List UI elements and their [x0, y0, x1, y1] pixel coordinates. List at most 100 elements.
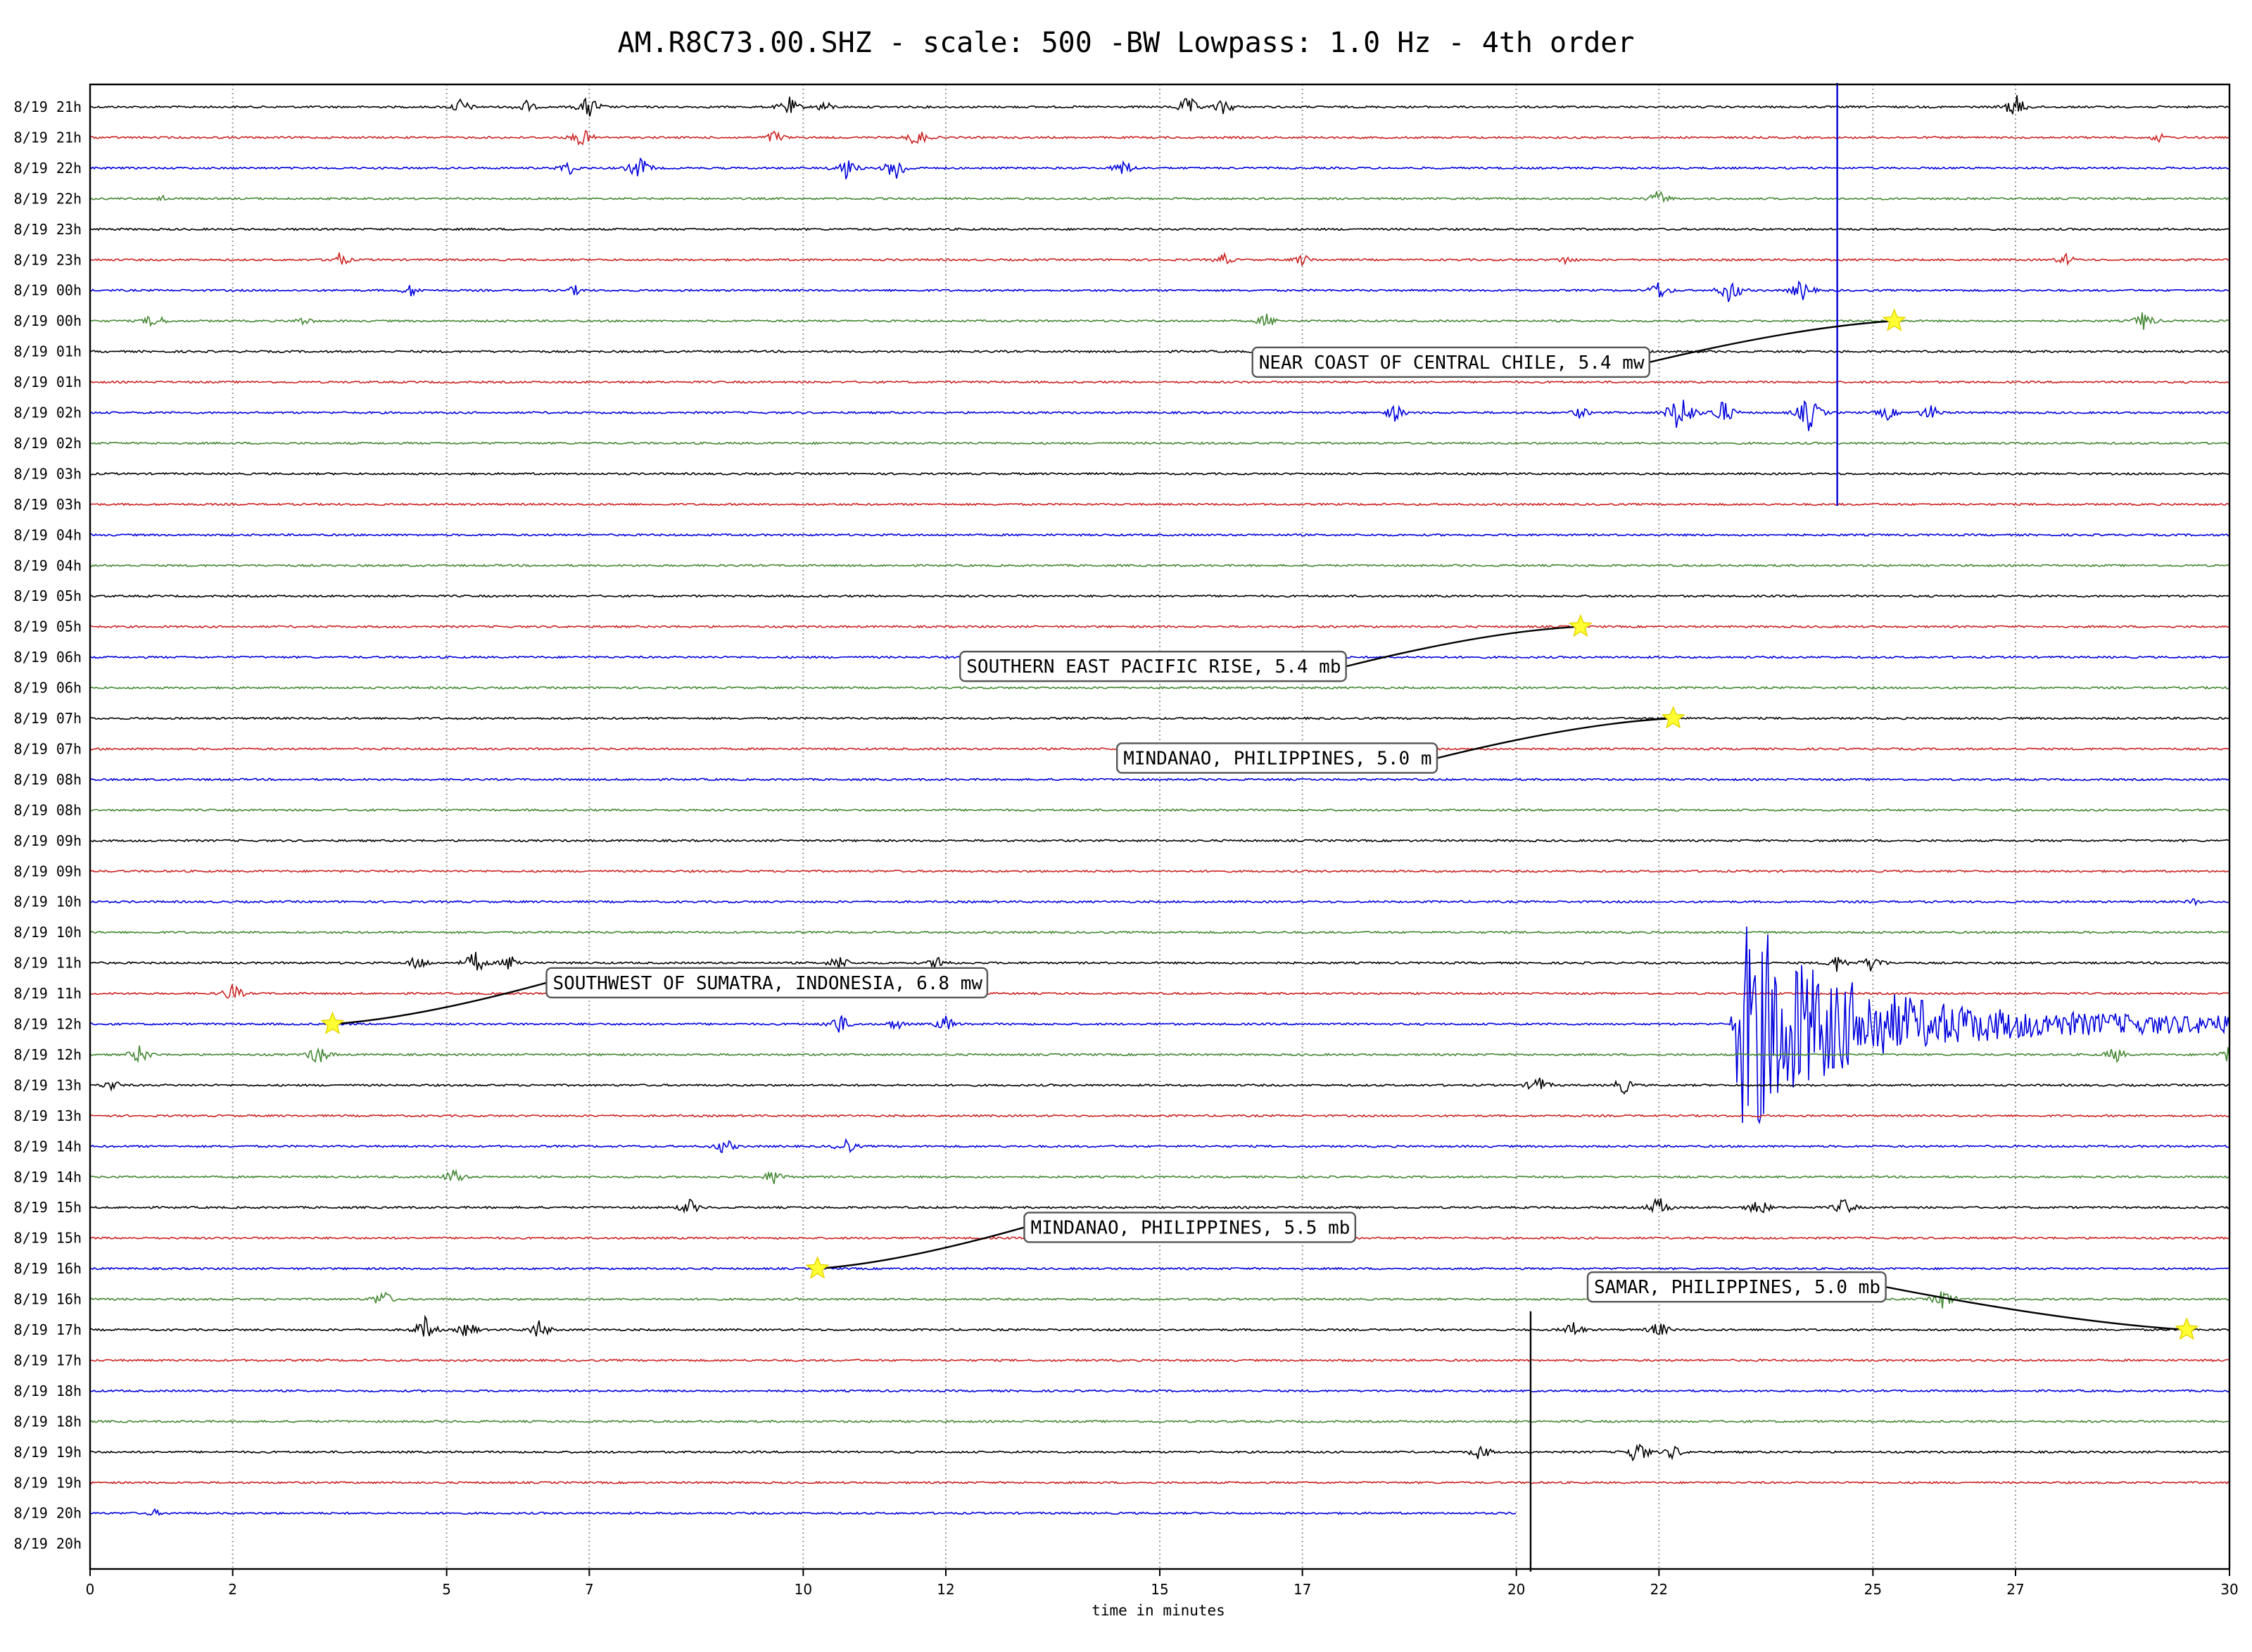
row-label: 8/19 19h — [14, 1474, 82, 1491]
row-label: 8/19 16h — [14, 1291, 82, 1308]
trace-line — [89, 1114, 2230, 1118]
row-label: 8/19 23h — [14, 221, 82, 238]
trace-line — [89, 930, 2230, 934]
trace-line — [89, 227, 2230, 231]
annotation-box — [1586, 1271, 1887, 1303]
trace-line — [89, 1419, 2230, 1424]
row-label: 8/19 07h — [14, 710, 82, 727]
seismic-spikes — [1529, 82, 1838, 1572]
trace-line — [89, 1077, 2230, 1095]
row-label: 8/19 05h — [14, 587, 82, 604]
trace-line — [89, 471, 2230, 476]
annotation-connector — [332, 981, 547, 1025]
annotation-box — [1115, 742, 1438, 774]
row-label: 8/19 17h — [14, 1321, 82, 1338]
event-label: MINDANAO, PHILIPPINES, 5.0 m — [1123, 748, 1431, 769]
trace-line — [90, 280, 2230, 303]
row-label: 8/19 03h — [14, 496, 82, 513]
x-tick-label: 5 — [442, 1581, 451, 1598]
row-label: 8/19 10h — [14, 924, 82, 941]
row-label: 8/19 04h — [14, 526, 82, 543]
x-tick-label: 27 — [2006, 1581, 2024, 1598]
row-label: 8/19 05h — [14, 618, 82, 635]
row-label: 8/19 01h — [14, 343, 82, 360]
event-label: MINDANAO, PHILIPPINES, 5.5 mb — [1030, 1217, 1350, 1238]
x-tick-label: 22 — [1650, 1581, 1668, 1598]
row-label: 8/19 12h — [14, 1016, 82, 1033]
trace-line — [89, 625, 2230, 629]
trace-line — [89, 839, 2230, 843]
row-label: 8/19 04h — [14, 557, 82, 574]
row-label: 8/19 20h — [14, 1505, 82, 1522]
x-tick-label: 17 — [1293, 1581, 1311, 1598]
row-label: 8/19 00h — [14, 312, 82, 329]
trace-line — [89, 1508, 1517, 1516]
trace-line — [89, 1045, 2230, 1064]
trace-line — [89, 251, 2230, 267]
annotation-connector — [817, 1226, 1025, 1270]
trace-line — [89, 312, 2230, 330]
row-label: 8/19 12h — [14, 1046, 82, 1063]
trace-line — [89, 951, 2230, 972]
event-star-icon — [1882, 308, 1906, 331]
trace-line — [89, 869, 2230, 873]
row-label: 8/19 00h — [14, 282, 82, 299]
row-label: 8/19 14h — [14, 1169, 82, 1186]
chart-title: AM.R8C73.00.SHZ - scale: 500 -BW Lowpass… — [617, 27, 1635, 59]
row-label: 8/19 02h — [14, 405, 82, 421]
row-label: 8/19 20h — [14, 1535, 82, 1552]
event-label: SOUTHERN EAST PACIFIC RISE, 5.4 mb — [966, 656, 1341, 678]
annotation-connector — [1436, 717, 1674, 759]
trace-line — [89, 1480, 2230, 1485]
plot-frame — [89, 83, 2231, 1570]
row-labels: 8/19 21h 8/19 21h 8/19 22h 8/19 22h 8/19 23h… — [14, 99, 82, 1552]
trace-line — [89, 349, 2230, 354]
row-label: 8/19 15h — [14, 1199, 82, 1216]
x-axis-label: time in minutes — [1092, 1602, 1225, 1619]
event-star-icon — [2175, 1316, 2199, 1340]
trace-line — [89, 95, 2230, 117]
grid-lines — [232, 84, 2016, 1569]
trace-line — [89, 1138, 2230, 1154]
row-label: 8/19 22h — [14, 190, 82, 207]
x-tick-label: 25 — [1864, 1581, 1882, 1598]
trace-line — [89, 1266, 2230, 1271]
trace-line — [89, 564, 2230, 568]
trace-line — [89, 129, 2230, 146]
row-label: 8/19 01h — [14, 374, 82, 390]
event-annotations: NEAR COAST OF CENTRAL CHILE, 5.4 mw SOUTH… — [320, 308, 2199, 1340]
annotation-connector — [1885, 1285, 2187, 1331]
row-label: 8/19 21h — [14, 99, 82, 115]
trace-line — [89, 1389, 2230, 1393]
trace-line — [89, 898, 2230, 907]
event-star-icon — [1568, 614, 1593, 637]
event-star-icon — [1661, 705, 1685, 729]
row-label: 8/19 09h — [14, 832, 82, 849]
row-label: 8/19 17h — [14, 1352, 82, 1368]
trace-line — [89, 441, 2230, 445]
trace-line — [89, 1169, 2230, 1184]
row-label: 8/19 11h — [14, 955, 82, 972]
row-label: 8/19 08h — [14, 801, 82, 818]
trace-line — [89, 1314, 2230, 1338]
trace-line — [89, 380, 2230, 384]
row-label: 8/19 06h — [14, 649, 82, 666]
trace-line — [89, 1197, 2230, 1214]
event-star-icon — [805, 1256, 830, 1279]
row-label: 8/19 11h — [14, 985, 82, 1002]
trace-line — [89, 685, 2230, 690]
row-label: 8/19 13h — [14, 1076, 82, 1093]
trace-line — [89, 777, 2230, 782]
event-star-icon — [320, 1011, 345, 1035]
row-label: 8/19 16h — [14, 1260, 82, 1277]
annotation-box — [1023, 1212, 1357, 1243]
row-label: 8/19 18h — [14, 1383, 82, 1399]
plot-axes: 0 2 5 7 10 12 15 17 20 22 25 27 30 — [86, 83, 2239, 1598]
row-label: 8/19 21h — [14, 129, 82, 146]
row-label: 8/19 13h — [14, 1107, 82, 1124]
trace-line — [89, 926, 2230, 1125]
annotation-connector — [1649, 319, 1894, 363]
trace-line — [89, 808, 2230, 812]
trace-line — [89, 157, 2230, 179]
